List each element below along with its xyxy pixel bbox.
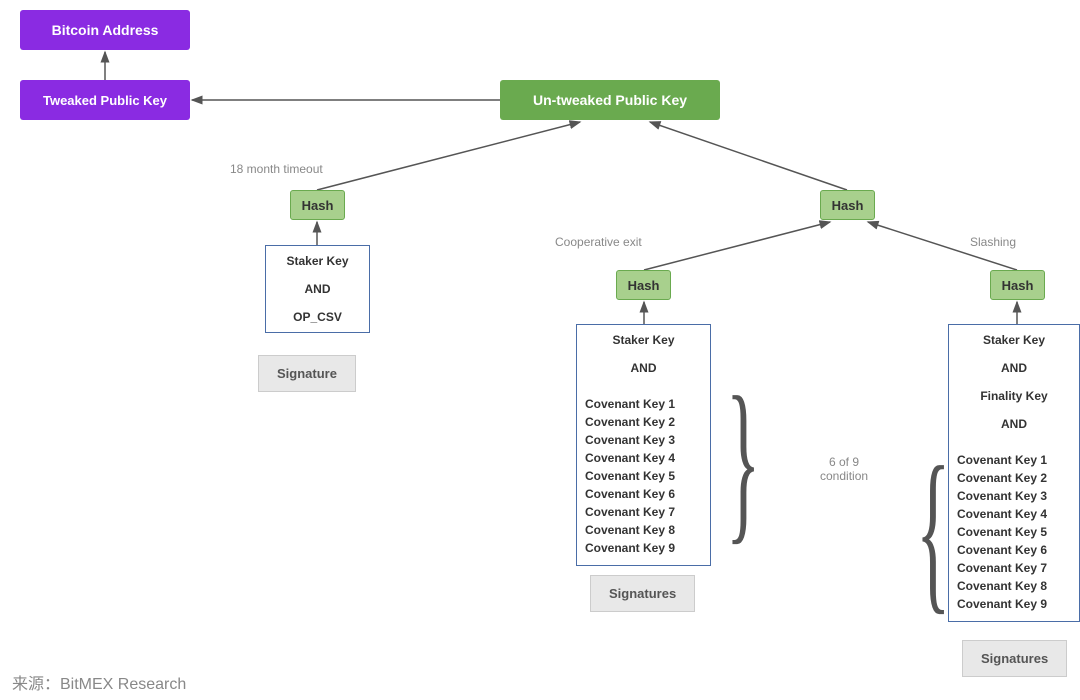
- box1-content: Staker Key AND OP_CSV: [274, 254, 361, 324]
- timeout-label: 18 month timeout: [230, 162, 323, 176]
- brace-right: }: [726, 370, 761, 550]
- source-label: 来源：BitMEX Research: [12, 670, 186, 694]
- box3-header: Staker Key AND Finality Key AND: [957, 333, 1071, 445]
- coop-exit-label: Cooperative exit: [555, 235, 642, 249]
- covenant-box-slashing: Staker Key AND Finality Key AND Covenant…: [948, 324, 1080, 622]
- staker-key-box-1: Staker Key AND OP_CSV: [265, 245, 370, 333]
- box2-header: Staker Key AND: [585, 333, 702, 389]
- box2-list: Covenant Key 1Covenant Key 2Covenant Key…: [585, 395, 702, 557]
- signature-box-3: Signatures: [962, 640, 1067, 677]
- untweaked-pk-node: Un-tweaked Public Key: [500, 80, 720, 120]
- slashing-label: Slashing: [970, 235, 1016, 249]
- signature-box-1: Signature: [258, 355, 356, 392]
- hash-node-3: Hash: [616, 270, 671, 300]
- covenant-box-coop: Staker Key AND Covenant Key 1Covenant Ke…: [576, 324, 711, 566]
- hash-node-1: Hash: [290, 190, 345, 220]
- hash-node-4: Hash: [990, 270, 1045, 300]
- condition-label: 6 of 9 condition: [820, 455, 868, 483]
- signature-box-2: Signatures: [590, 575, 695, 612]
- hash-node-2: Hash: [820, 190, 875, 220]
- brace-left: {: [916, 440, 951, 620]
- tweaked-pk-node: Tweaked Public Key: [20, 80, 190, 120]
- box3-list: Covenant Key 1Covenant Key 2Covenant Key…: [957, 451, 1071, 613]
- bitcoin-address-node: Bitcoin Address: [20, 10, 190, 50]
